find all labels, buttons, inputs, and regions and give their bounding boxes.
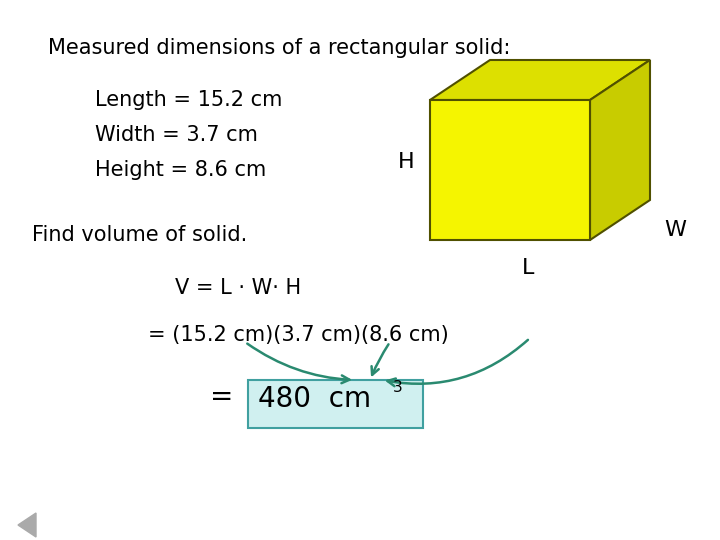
Text: Length = 15.2 cm: Length = 15.2 cm xyxy=(95,90,282,110)
Bar xyxy=(430,100,590,240)
Text: V = L · W· H: V = L · W· H xyxy=(175,278,301,298)
Text: L: L xyxy=(522,258,534,278)
Bar xyxy=(248,380,423,428)
Text: 3: 3 xyxy=(393,380,402,395)
Polygon shape xyxy=(430,60,650,100)
Polygon shape xyxy=(18,513,36,537)
Text: Width = 3.7 cm: Width = 3.7 cm xyxy=(95,125,258,145)
Text: Height = 8.6 cm: Height = 8.6 cm xyxy=(95,160,266,180)
Text: 480  cm: 480 cm xyxy=(258,385,371,413)
Text: W: W xyxy=(664,220,686,240)
Text: Measured dimensions of a rectangular solid:: Measured dimensions of a rectangular sol… xyxy=(48,38,510,58)
Text: =: = xyxy=(210,383,242,411)
Text: = (15.2 cm)(3.7 cm)(8.6 cm): = (15.2 cm)(3.7 cm)(8.6 cm) xyxy=(148,325,449,345)
Text: Find volume of solid.: Find volume of solid. xyxy=(32,225,247,245)
Text: H: H xyxy=(397,152,414,172)
Polygon shape xyxy=(590,60,650,240)
